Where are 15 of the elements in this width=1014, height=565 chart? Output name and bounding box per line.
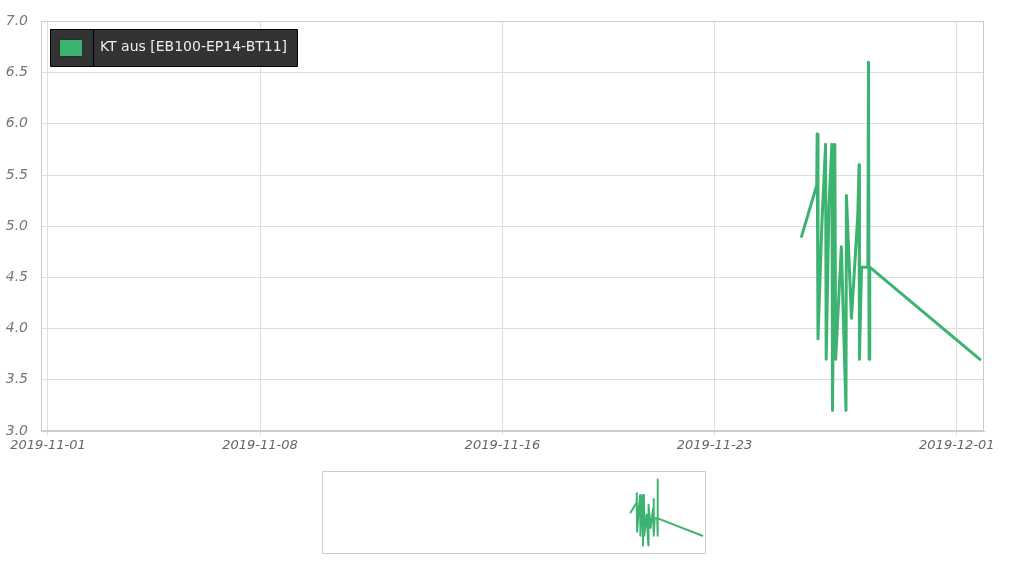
x-tick-label: 2019-11-01	[10, 437, 86, 453]
y-tick-label: 4.0	[5, 319, 29, 336]
legend-label: KT aus [EB100-EP14-BT11]	[100, 38, 288, 55]
y-tick-label: 6.5	[5, 63, 29, 80]
y-tick-label: 3.5	[5, 370, 29, 387]
x-tick-label: 2019-11-23	[676, 437, 753, 453]
y-tick-label: 7.0	[5, 12, 29, 29]
y-tick-label: 5.5	[5, 165, 29, 182]
y-tick-label: 5.0	[5, 216, 29, 233]
x-tick-label: 2019-11-16	[464, 437, 541, 453]
y-tick-label: 6.0	[5, 114, 29, 131]
x-tick-label: 2019-11-08	[222, 437, 298, 453]
x-tick-label: 2019-12-01	[919, 437, 995, 453]
y-tick-label: 4.5	[5, 268, 29, 285]
y-tick-label: 3.0	[5, 421, 29, 438]
